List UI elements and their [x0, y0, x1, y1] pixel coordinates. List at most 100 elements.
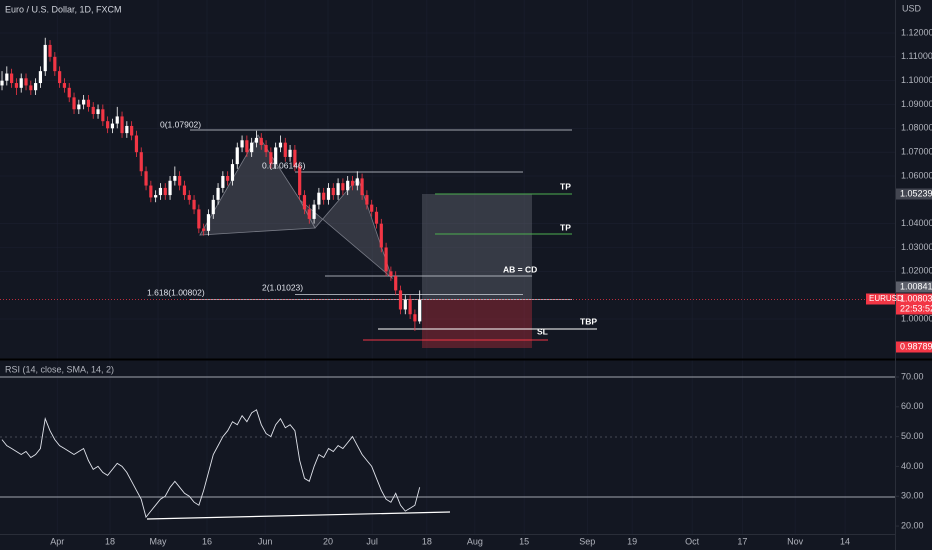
candle-body — [230, 164, 235, 181]
price-flag-label: 1.05239 — [900, 188, 932, 198]
candle-body — [110, 123, 115, 129]
annotation: 0.(1.06146) — [262, 160, 306, 170]
price-flag-label: 0.98789 — [900, 341, 932, 351]
candle-body — [389, 271, 393, 277]
candle-body — [101, 109, 105, 122]
candle-body — [149, 185, 153, 198]
y-tick-label: 1.03000 — [901, 242, 932, 252]
candle-body — [24, 78, 28, 86]
candle-body — [235, 147, 239, 165]
candle-body — [115, 116, 119, 124]
candle-body — [139, 152, 143, 172]
candle-body — [302, 195, 307, 210]
candle-body — [346, 180, 350, 191]
rsi-tick-label: 40.00 — [901, 461, 924, 471]
candle-body — [216, 187, 220, 200]
x-tick-label: 14 — [840, 536, 850, 546]
candle-body — [130, 125, 134, 136]
candle-body — [355, 178, 359, 186]
x-tick-label: Oct — [685, 536, 700, 546]
candle-body — [283, 142, 287, 157]
candle-body — [274, 147, 278, 165]
rsi-tick-label: 70.00 — [901, 371, 924, 381]
price-flag — [896, 188, 932, 200]
price-flag — [896, 303, 932, 315]
candle-body — [192, 199, 196, 210]
symbol-flag — [866, 293, 895, 305]
x-tick-label: May — [150, 536, 168, 546]
candle-body — [288, 149, 292, 157]
rsi-line — [1, 409, 421, 519]
loss-zone — [422, 300, 532, 348]
candle-body — [125, 125, 129, 134]
symbol-label: EURUSD — [869, 294, 903, 303]
price-flag-label: 1.00803 — [900, 293, 932, 303]
candle-body — [91, 106, 95, 115]
annotation: TP — [560, 181, 571, 191]
x-tick-label: 19 — [627, 536, 637, 546]
y-tick-label: 1.08000 — [901, 123, 932, 133]
candle-body — [331, 187, 335, 196]
rsi-tick-label: 20.00 — [901, 520, 924, 530]
y-tick-label: 1.12000 — [901, 27, 932, 37]
annotation: AB = CD — [503, 264, 537, 274]
candle-body — [211, 199, 215, 215]
candle-body — [408, 299, 412, 315]
candle-body — [0, 80, 4, 86]
candle-body — [226, 176, 230, 181]
candle-body — [82, 99, 86, 105]
candle-body — [245, 140, 249, 153]
candle-body — [394, 276, 398, 291]
grid — [0, 0, 899, 534]
annotation: SL — [537, 326, 548, 336]
candle-body — [317, 192, 321, 205]
annotation: TBP — [580, 316, 597, 326]
x-tick-label: Jun — [258, 536, 273, 546]
candle-body — [58, 71, 62, 84]
y-tick-label: 1.00000 — [901, 313, 932, 323]
price-flag — [896, 293, 932, 305]
candle-body — [312, 204, 316, 219]
marks — [0, 37, 422, 519]
x-tick-label: 18 — [105, 536, 115, 546]
chart-title: Euro / U.S. Dollar, 1D, FXCM — [5, 4, 122, 14]
price-flag — [896, 341, 932, 353]
candle-body — [182, 185, 187, 196]
rsi-tick-label: 60.00 — [901, 401, 924, 411]
candle-body — [350, 180, 355, 186]
candle-body — [48, 44, 52, 57]
y-tick-label: 1.04000 — [901, 218, 932, 228]
profit-zone — [422, 194, 532, 300]
candle-body — [259, 137, 263, 146]
candle-body — [62, 83, 67, 88]
candle-body — [202, 228, 206, 231]
currency-label: USD — [902, 3, 922, 13]
candle-body — [197, 209, 201, 229]
x-tick-label: Sep — [579, 536, 595, 546]
candle-body — [120, 116, 124, 134]
candle-body — [43, 44, 47, 72]
price-flag-label: 22:53:52 — [900, 303, 932, 313]
y-tick-label: 1.09000 — [901, 99, 932, 109]
candle-body — [264, 145, 268, 153]
annotation: 1.618(1.00802) — [147, 287, 205, 297]
candle-body — [206, 214, 211, 231]
candle-body — [322, 192, 326, 200]
x-tick-label: Nov — [787, 536, 804, 546]
candle-body — [154, 195, 158, 198]
candle-body — [14, 83, 19, 88]
price-flag — [896, 281, 932, 293]
candle-body — [254, 137, 259, 143]
rsi-trendline — [146, 511, 451, 520]
candle-body — [72, 97, 76, 110]
candle-body — [67, 87, 71, 98]
candle-body — [144, 171, 148, 186]
candle-body — [96, 109, 100, 115]
x-tick-label: 16 — [202, 536, 212, 546]
y-tick-label: 1.02000 — [901, 266, 932, 276]
candle-body — [278, 142, 283, 148]
candle-body — [173, 176, 177, 181]
labels: Euro / U.S. Dollar, 1D, FXCM RSI (14, cl… — [5, 3, 932, 546]
rsi-title: RSI (14, close, SMA, 14, 2) — [5, 364, 114, 374]
candle-body — [403, 299, 407, 310]
